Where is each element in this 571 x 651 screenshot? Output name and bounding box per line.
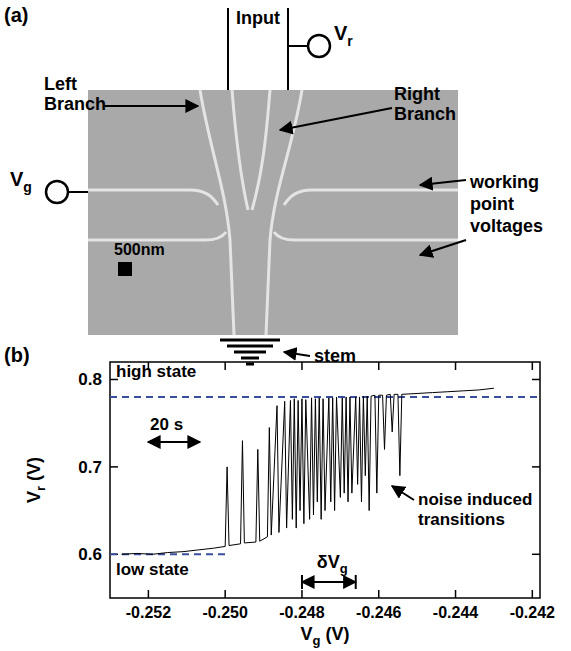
y-tick-label: 0.7 bbox=[78, 458, 102, 477]
delta-vg-arrow bbox=[302, 581, 356, 583]
stem-label: stem bbox=[314, 346, 356, 366]
time-scale-arrow bbox=[148, 441, 200, 443]
ground-symbol bbox=[234, 351, 266, 354]
y-axis-title: Vr (V) bbox=[24, 457, 48, 503]
noise-arrow bbox=[392, 486, 414, 500]
reference-label: low state bbox=[116, 560, 189, 579]
delta-vg-bound bbox=[301, 575, 303, 589]
lead bbox=[227, 8, 229, 90]
vg-label: Vg bbox=[10, 168, 32, 195]
x-tick-label: -0.250 bbox=[202, 604, 247, 621]
delta-vg-label: δVg bbox=[317, 552, 348, 576]
right-branch-label: RightBranch bbox=[394, 84, 456, 124]
x-tick bbox=[455, 362, 457, 370]
channel-edge bbox=[88, 232, 226, 240]
figure: (a) 500nm Input Vr Vg LeftBranch RightBranch wo… bbox=[0, 0, 571, 651]
lead bbox=[68, 191, 88, 193]
x-tick bbox=[148, 590, 150, 598]
axes: -0.252 -0.250 -0.248 -0.246 -0.244 -0.242 0.6 0… bbox=[78, 362, 555, 621]
stem-arrow bbox=[284, 352, 310, 356]
x-tick bbox=[301, 362, 303, 370]
x-tick bbox=[532, 362, 534, 370]
x-axis-title: Vg (V) bbox=[301, 624, 350, 648]
x-tick bbox=[378, 590, 380, 598]
sem-background bbox=[88, 90, 458, 335]
terminal bbox=[308, 35, 330, 57]
x-tick-label: -0.252 bbox=[126, 604, 171, 621]
x-tick bbox=[224, 362, 226, 370]
reference-line bbox=[110, 396, 540, 398]
x-tick bbox=[455, 590, 457, 598]
x-tick-label: -0.248 bbox=[279, 604, 324, 621]
x-tick-label: -0.246 bbox=[356, 604, 401, 621]
channel-edge bbox=[88, 190, 218, 205]
reference-label: high state bbox=[116, 362, 196, 381]
input-label: Input bbox=[236, 8, 280, 28]
lead bbox=[288, 45, 308, 47]
channel-edge bbox=[284, 190, 458, 205]
scale-bar-label: 500nm bbox=[114, 241, 165, 258]
channel-edge bbox=[232, 90, 248, 210]
x-tick-label: -0.244 bbox=[433, 604, 478, 621]
ground-symbol bbox=[246, 363, 254, 366]
y-tick bbox=[532, 379, 540, 381]
terminal bbox=[46, 181, 68, 203]
plot-area bbox=[110, 388, 540, 554]
lead bbox=[287, 8, 289, 90]
right-branch-arrow bbox=[280, 108, 392, 130]
x-tick-label: -0.242 bbox=[510, 604, 555, 621]
noise-label: noise inducedtransitions bbox=[418, 490, 532, 529]
x-tick bbox=[224, 590, 226, 598]
working-point-arrow bbox=[420, 240, 466, 255]
x-tick bbox=[378, 362, 380, 370]
time-scale-label: 20 s bbox=[150, 415, 183, 434]
working-point-arrow bbox=[420, 180, 466, 185]
channel-edge bbox=[200, 90, 234, 335]
vr-label: Vr bbox=[334, 22, 353, 49]
delta-vg-bound bbox=[355, 575, 357, 589]
y-tick bbox=[110, 466, 118, 468]
x-tick bbox=[532, 590, 534, 598]
panel-label: (b) bbox=[4, 344, 30, 366]
ground-symbol bbox=[227, 345, 273, 348]
ground-symbol bbox=[220, 339, 280, 342]
y-tick-label: 0.6 bbox=[78, 545, 102, 564]
y-tick-label: 0.8 bbox=[78, 370, 102, 389]
ground-symbol bbox=[241, 357, 259, 360]
left-branch-label: LeftBranch bbox=[44, 74, 106, 114]
sem-image bbox=[88, 90, 458, 335]
channel-edge bbox=[274, 232, 458, 240]
channel-edge bbox=[252, 90, 270, 210]
left-branch-arrow bbox=[104, 105, 198, 107]
y-tick bbox=[532, 466, 540, 468]
x-tick bbox=[301, 590, 303, 598]
signal-line bbox=[122, 388, 494, 554]
y-tick bbox=[532, 554, 540, 556]
plot-frame bbox=[110, 362, 540, 598]
working-point-label: workingpointvoltages bbox=[469, 172, 543, 236]
panel-label: (a) bbox=[4, 4, 28, 26]
scale-bar bbox=[118, 262, 132, 276]
